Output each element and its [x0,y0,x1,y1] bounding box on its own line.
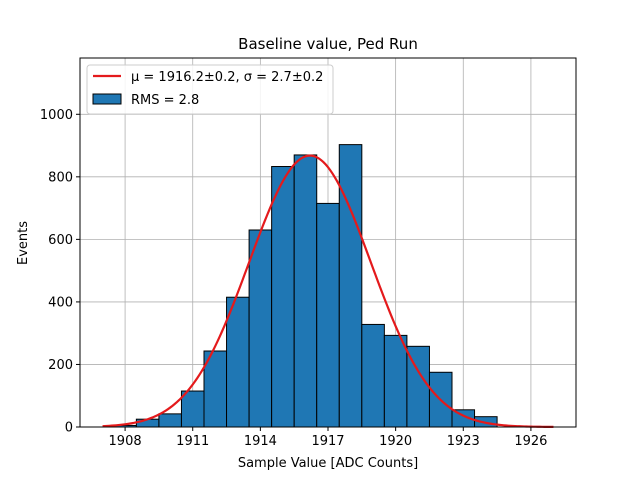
legend-hist-label: RMS = 2.8 [131,93,199,108]
histogram-bar [383,334,408,428]
y-tick-label: 400 [48,295,73,310]
histogram-bar [226,296,250,428]
chart-title: Baseline value, Ped Run [238,35,418,53]
gaussian-fit-line [102,154,554,429]
histogram-bar [248,229,273,428]
x-tick-label: 1911 [176,434,209,449]
histogram-bar [361,323,385,428]
x-tick-label: 1917 [311,434,344,449]
histogram-bar [271,166,295,428]
y-tick-label: 1000 [40,108,73,123]
histogram-bar [293,154,318,428]
y-tick-label: 800 [48,170,73,185]
legend: μ = 1916.2±0.2, σ = 2.7±0.2 RMS = 2.8 [86,64,334,115]
fit-curve-layer [102,154,554,429]
ticks-layer: 1908 1911 1914 1917 1920 1923 1926 0 200 400 600 80… [40,108,548,449]
y-tick-label: 600 [48,233,73,248]
x-tick-label: 1926 [514,434,547,449]
x-tick-label: 1920 [379,434,412,449]
legend-fit-label: μ = 1916.2±0.2, σ = 2.7±0.2 [131,70,323,85]
y-tick-label: 200 [48,358,73,373]
histogram-bar [158,413,182,428]
x-axis-label: Sample Value [ADC Counts] [238,456,418,471]
histogram-bar [338,144,363,428]
y-tick-label: 0 [65,421,73,436]
x-tick-label: 1923 [447,434,480,449]
histogram-bar [180,390,205,428]
legend-hist-swatch [92,93,122,105]
histogram-bars [113,144,498,428]
histogram-bar [316,202,340,428]
y-axis-label: Events [16,221,31,265]
x-tick-label: 1908 [109,434,142,449]
x-tick-label: 1914 [244,434,277,449]
legend-box [86,64,334,115]
